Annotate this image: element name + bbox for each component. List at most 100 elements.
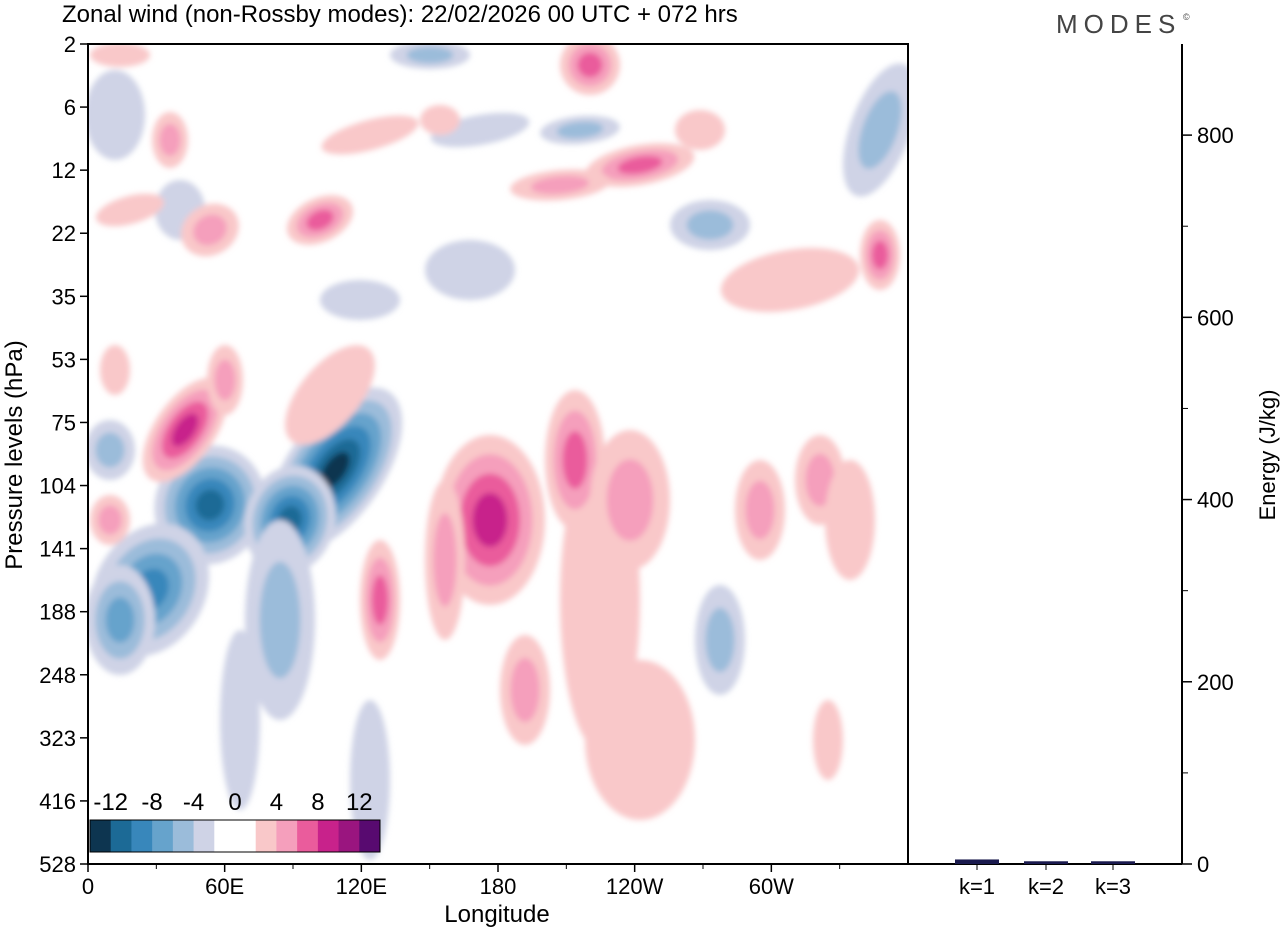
contour-pos-31-1 [745,480,775,540]
y-tick-label: 75 [52,410,76,435]
y-tick-label: 323 [39,726,76,751]
y-tick-label: 22 [52,221,76,246]
contour-pos-45-0 [675,110,725,150]
contour-pos-30-1 [606,459,654,541]
contour-pos-26-1 [510,657,540,723]
colorbar-swatch [152,820,174,852]
contour-neg-12-1 [858,91,902,169]
contour-neg-6-0 [220,630,260,810]
contour-pos-32-1 [805,453,835,507]
y-tick-label: 141 [39,537,76,562]
x-axis-label: Longitude [444,901,549,928]
contour-pos-37-1 [530,175,590,195]
x-tick-label: 60E [205,874,244,899]
energy-tick-label: 800 [1197,123,1234,148]
contour-pos-48-0 [100,345,130,395]
contour-neg-14-0 [425,240,515,300]
x-tick-label: 0 [82,874,94,899]
contour-neg-1-4 [195,489,225,521]
colorbar-label: -4 [183,789,204,816]
energy-category-label: k=2 [1028,874,1064,899]
colorbar-swatch [255,820,277,852]
contour-neg-4-2 [105,597,135,643]
colorbar-swatch [359,820,381,852]
contour-pos-34-0 [813,700,843,780]
energy-category-label: k=1 [959,874,995,899]
colorbar-label: 0 [228,789,241,816]
energy-category-label: k=3 [1095,874,1131,899]
energy-bar [1024,861,1068,864]
contour-pos-25-2 [371,575,389,625]
colorbar-label: -12 [93,789,128,816]
y-tick-label: 6 [64,95,76,120]
x-tick-label: 60W [749,874,794,899]
contour-pos-28-0 [585,660,695,820]
contour-pos-22-1 [214,359,236,401]
energy-tick-label: 400 [1197,488,1234,513]
colorbar-swatch [90,820,112,852]
contour-pos-33-0 [825,460,875,580]
energy-axis-label: Energy (J/kg) [1255,390,1280,521]
x-tick-label: 180 [480,874,517,899]
y-tick-label: 104 [39,474,76,499]
y-tick-label: 528 [39,852,76,877]
energy-bar [1091,861,1135,864]
contour-neg-15-0 [320,280,400,320]
contour-pos-44-0 [420,105,460,135]
y-tick-label: 416 [39,789,76,814]
contour-pos-20-1 [98,505,122,535]
contour-neg-16-1 [705,607,735,673]
colorbar-swatch [131,820,153,852]
contour-pos-38-2 [306,209,334,231]
contour-pos-19-3 [171,413,199,447]
energy-tick-label: 200 [1197,670,1234,695]
contour-pos-35-2 [577,52,603,78]
colorbar-label: 4 [270,789,283,816]
colorbar-swatch [214,820,236,852]
contour-pos-43-0 [720,248,860,312]
contour-pos-40-1 [159,123,181,157]
brand-logo: MODES [1056,9,1181,39]
colorbar-label: 12 [346,789,373,816]
energy-tick-label: 600 [1197,305,1234,330]
colorbar-swatch [172,820,195,852]
energy-bar-chart: 0 200 400 600 800 k=1 k=2 k=3 [955,123,1234,899]
contour-neg-9-1 [406,46,454,64]
colorbar-swatch [317,820,340,852]
colorbar-swatch [338,820,360,852]
contour-neg-0-5 [320,451,350,489]
x-tick-label: 120W [606,874,664,899]
contour-pos-42-2 [871,240,889,270]
colorbar-frame [89,819,381,853]
contour-pos-21-0 [285,345,375,445]
colorbar-swatch [110,820,132,852]
y-tick-label: 53 [52,347,76,372]
contour-neg-5-1 [259,561,301,679]
energy-tick-label: 0 [1197,852,1209,877]
contour-pos-36-2 [617,156,663,174]
contour-field [88,44,908,860]
energy-bar [955,859,999,864]
y-tick-label: 35 [52,284,76,309]
colorbar-swatch [276,820,298,852]
contour-pos-23-3 [472,493,508,547]
contour-neg-11-1 [556,121,604,139]
colorbar-label: 8 [311,789,324,816]
x-tick-label: 120E [336,874,387,899]
contour-pos-39-1 [193,214,227,246]
y-tick-label: 248 [39,663,76,688]
colorbar-label: -8 [141,789,162,816]
y-tick-label: 2 [64,32,76,57]
contour-neg-13-1 [686,210,734,240]
contour-pos-24-1 [433,513,457,607]
y-axis-label: Pressure levels (hPa) [1,340,28,569]
contour-neg-8-1 [95,432,125,468]
contour-pos-47-0 [90,44,150,67]
contour-pos-46-0 [321,115,419,155]
contour-pos-29-2 [562,431,588,489]
contour-neg-10-0 [88,70,145,160]
colorbar-swatch [297,820,319,852]
y-tick-label: 12 [52,158,76,183]
